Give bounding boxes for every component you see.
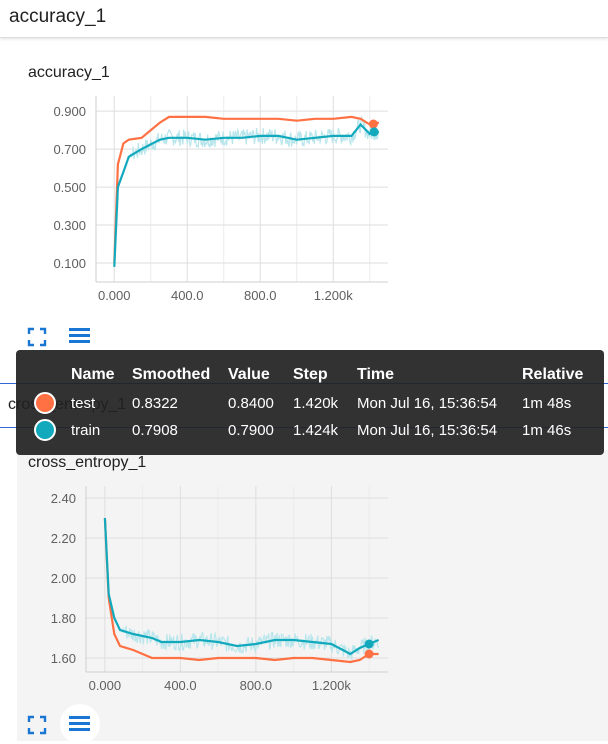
tooltip-cell: 0.8400 <box>228 395 274 412</box>
tooltip-header-relative: Relative <box>522 366 583 384</box>
x-tick-label: 400.0 <box>164 678 197 693</box>
tooltip-header-step: Step <box>293 366 328 384</box>
tooltip-cell: 0.7900 <box>228 422 274 439</box>
test-series-line <box>105 518 379 662</box>
tooltip-cell: 1.420k <box>293 395 338 412</box>
tooltip-cell: test <box>71 395 95 412</box>
test-hover-point <box>365 650 374 659</box>
tooltip-cell: 1m 48s <box>522 395 571 412</box>
hover-tooltip: Name Smoothed Value Step Time Relative t… <box>16 350 604 455</box>
tooltip-header-time: Time <box>357 366 394 384</box>
train-hover-point <box>365 640 374 649</box>
tooltip-cell: train <box>71 422 100 439</box>
tooltip-cell: 1.424k <box>293 422 338 439</box>
test-series-swatch <box>34 392 56 414</box>
expand-icon[interactable] <box>26 714 48 736</box>
y-tick-label: 1.80 <box>51 611 76 626</box>
data-table-icon[interactable] <box>68 714 90 736</box>
tooltip-header-value: Value <box>228 366 270 384</box>
tooltip-cell: 0.7908 <box>132 422 178 439</box>
tooltip-cell: Mon Jul 16, 15:36:54 <box>357 422 497 439</box>
x-tick-label: 800.0 <box>240 678 273 693</box>
tooltip-cell: Mon Jul 16, 15:36:54 <box>357 395 497 412</box>
x-tick-label: 1.200k <box>312 678 352 693</box>
y-tick-label: 2.20 <box>51 531 76 546</box>
y-tick-label: 2.40 <box>51 491 76 506</box>
y-tick-label: 1.60 <box>51 651 76 666</box>
x-tick-label: 0.000 <box>89 678 122 693</box>
tooltip-cell: 0.8322 <box>132 395 178 412</box>
train-series-swatch <box>34 419 56 441</box>
tooltip-cell: 1m 46s <box>522 422 571 439</box>
tooltip-header-name: Name <box>71 366 115 384</box>
y-tick-label: 2.00 <box>51 571 76 586</box>
tooltip-header-smoothed: Smoothed <box>132 366 210 384</box>
train-raw-line <box>105 518 378 660</box>
